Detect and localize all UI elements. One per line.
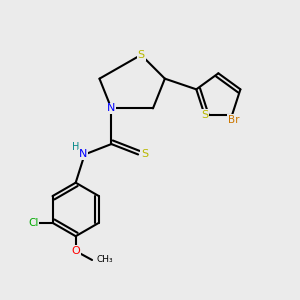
Text: Br: Br [228, 115, 239, 125]
Text: S: S [141, 149, 148, 160]
Text: CH₃: CH₃ [97, 256, 113, 265]
Text: S: S [137, 50, 145, 60]
Text: N: N [79, 149, 87, 160]
Text: Cl: Cl [28, 218, 38, 228]
Text: O: O [71, 246, 80, 256]
Text: S: S [201, 110, 208, 120]
Text: H: H [72, 142, 80, 152]
Text: N: N [107, 103, 116, 113]
